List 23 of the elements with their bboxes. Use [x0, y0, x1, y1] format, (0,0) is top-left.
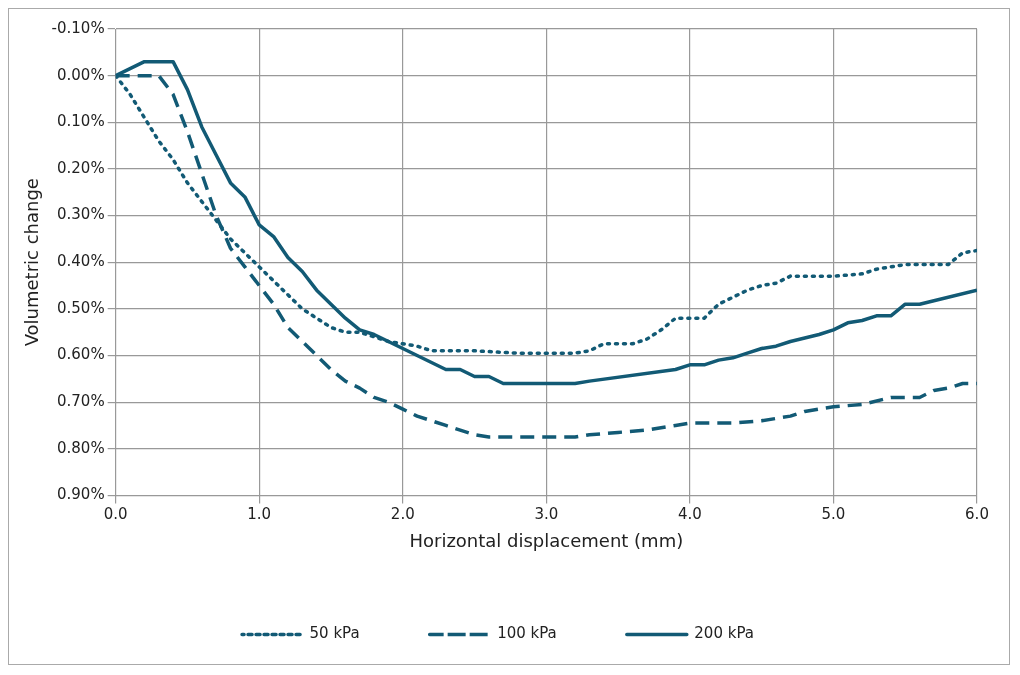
- y-tick-label: 0.50%: [57, 298, 105, 317]
- legend-label: 50 kPa: [309, 624, 360, 643]
- y-tick-label: 0.80%: [57, 438, 105, 457]
- y-tick-label: 0.10%: [57, 112, 105, 131]
- legend-label: 200 kPa: [694, 624, 754, 643]
- x-tick-label: 3.0: [534, 505, 559, 524]
- y-tick-label: 0.00%: [57, 65, 105, 84]
- y-tick-label: -0.10%: [51, 18, 105, 37]
- x-tick-label: 6.0: [965, 505, 989, 524]
- x-tick-label: 4.0: [677, 505, 702, 524]
- x-tick-label: 0.0: [103, 505, 128, 524]
- y-axis-title: Volumetric change: [21, 178, 43, 347]
- x-tick-label: 1.0: [247, 505, 272, 524]
- y-tick-label: 0.40%: [57, 252, 105, 271]
- y-tick-label: 0.60%: [57, 345, 105, 364]
- y-tick-label: 0.20%: [57, 158, 105, 177]
- x-tick-label: 2.0: [390, 505, 415, 524]
- y-tick-label: 0.90%: [57, 485, 105, 504]
- x-axis-title: Horizontal displacement (mm): [409, 529, 684, 551]
- legend-label: 100 kPa: [497, 624, 557, 643]
- y-tick-label: 0.70%: [57, 392, 105, 411]
- x-tick-label: 5.0: [821, 505, 846, 524]
- y-tick-label: 0.30%: [57, 205, 105, 224]
